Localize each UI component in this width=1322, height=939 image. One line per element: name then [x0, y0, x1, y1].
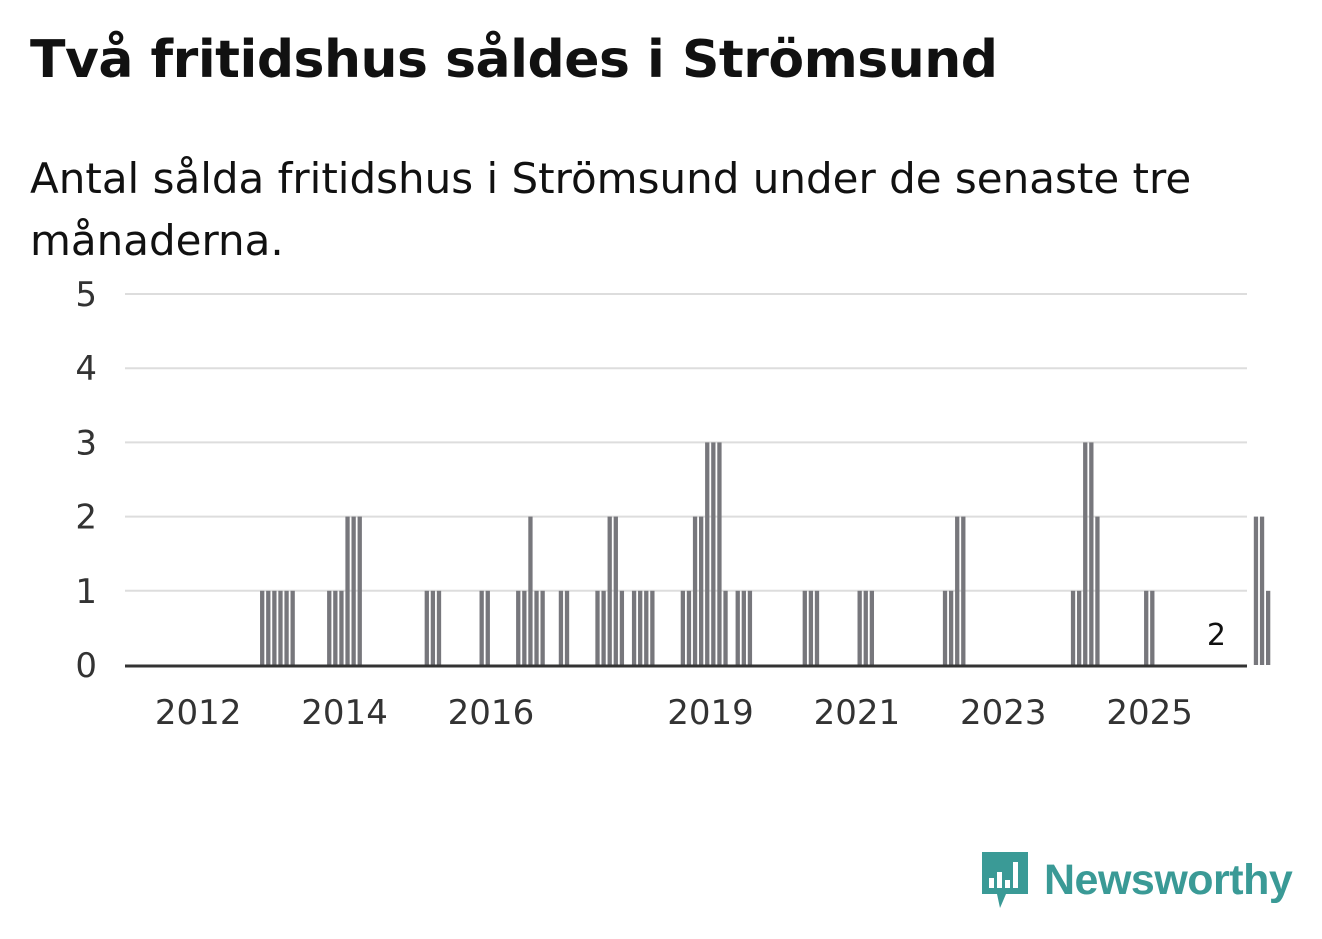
bar [735, 590, 740, 665]
bar [522, 590, 527, 665]
bar-chart: 0 1 2 3 4 5 2012 2014 2016 2019 2021 2023 2025 2 [75, 275, 1271, 733]
bar [333, 590, 338, 665]
x-tick-label: 2021 [814, 693, 901, 733]
bar [424, 590, 429, 665]
bar [650, 590, 655, 665]
bar [942, 590, 948, 665]
bar [802, 590, 807, 665]
x-tick-label: 2025 [1106, 693, 1193, 733]
bar [808, 590, 814, 665]
y-tick-label: 0 [75, 646, 97, 686]
bar [717, 442, 722, 665]
bar [540, 590, 545, 665]
bar [1083, 442, 1088, 665]
bar [290, 590, 295, 665]
bar [613, 516, 618, 665]
bar [1089, 442, 1094, 665]
bar [686, 590, 692, 665]
bar [869, 590, 875, 665]
x-tick-label: 2014 [301, 693, 388, 733]
newsworthy-logo[interactable]: Newsworthy [980, 850, 1293, 910]
chart-title: Två fritidshus såldes i Strömsund [30, 30, 998, 90]
bar [955, 516, 960, 665]
bar [863, 590, 868, 665]
bar [1265, 590, 1271, 665]
y-axis-labels: 0 1 2 3 4 5 [75, 275, 97, 686]
bar [595, 590, 600, 665]
y-tick-label: 4 [75, 349, 97, 389]
y-tick-label: 3 [75, 423, 97, 463]
bar [516, 590, 521, 665]
bar [607, 516, 612, 665]
bar [741, 590, 746, 665]
bar [272, 590, 277, 665]
bar [327, 590, 332, 665]
bar [260, 590, 265, 665]
bar [266, 590, 271, 665]
bar [1150, 590, 1155, 665]
bar [723, 590, 728, 665]
bar [284, 590, 289, 665]
bar [1259, 516, 1265, 665]
x-tick-label: 2023 [960, 693, 1047, 733]
bar [1076, 590, 1082, 665]
bar [485, 590, 490, 665]
bar [692, 516, 698, 665]
bar [357, 516, 362, 665]
bar [528, 516, 533, 665]
bar [339, 590, 344, 665]
bar [711, 442, 716, 665]
bar [351, 516, 356, 665]
y-tick-label: 1 [75, 572, 97, 612]
bar [558, 590, 564, 665]
data-label: 2 [1207, 618, 1226, 653]
x-tick-label: 2012 [155, 693, 242, 733]
bar [699, 516, 704, 665]
bar [644, 590, 649, 665]
bar [534, 590, 539, 665]
data-labels: 2 [1203, 614, 1230, 657]
x-tick-label: 2019 [667, 693, 754, 733]
bar [680, 590, 686, 665]
newsworthy-logo-icon [982, 852, 1028, 908]
grid-lines [125, 293, 1247, 592]
bar [814, 590, 820, 665]
bars [260, 442, 1271, 665]
bar [564, 590, 570, 665]
bar [1253, 516, 1259, 665]
bar [1095, 516, 1100, 665]
brand-name: Newsworthy [1044, 855, 1293, 904]
x-tick-label: 2016 [448, 693, 535, 733]
bar [436, 590, 442, 665]
bar [1070, 590, 1076, 665]
bar [479, 590, 484, 665]
bar [278, 590, 283, 665]
bar [1144, 590, 1149, 665]
bar [948, 590, 954, 665]
y-tick-label: 5 [75, 275, 97, 315]
bar [705, 442, 710, 665]
bar [601, 590, 606, 665]
bar [631, 590, 637, 665]
y-tick-label: 2 [75, 498, 97, 538]
bar [747, 590, 753, 665]
bar [638, 590, 643, 665]
bar [961, 516, 966, 665]
bar [619, 590, 625, 665]
chart-subtitle: Antal sålda fritidshus i Strömsund under… [30, 154, 1192, 265]
bar [430, 590, 436, 665]
bar [857, 590, 862, 665]
bar [345, 516, 350, 665]
x-axis-labels: 2012 2014 2016 2019 2021 2023 2025 [155, 693, 1193, 733]
